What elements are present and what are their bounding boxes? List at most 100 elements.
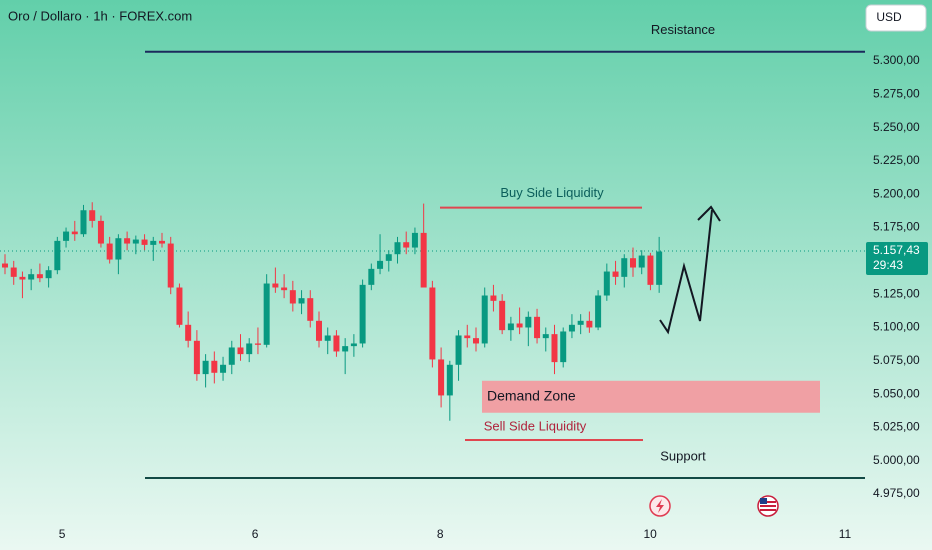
candle-body [656,251,663,285]
candle-body [525,316,532,328]
candle-body [54,240,61,271]
candle-body [176,287,183,325]
y-tick-label: 5.075,00 [873,353,920,367]
y-tick-label: 5.100,00 [873,320,920,334]
candle-body [220,364,227,373]
candle-body [167,243,174,288]
x-tick-label: 11 [839,527,852,541]
y-tick-label: 5.275,00 [873,86,920,100]
candle-body [211,360,218,373]
flag-icon[interactable] [757,495,779,517]
countdown-label: 29:43 [873,258,903,272]
level-label: Sell Side Liquidity [484,418,587,433]
candle-body [28,274,35,280]
candle-body [516,323,523,328]
candle-body [106,243,113,260]
candle-body [464,335,471,339]
y-tick-label: 5.200,00 [873,186,920,200]
candle-body [289,290,296,304]
candle-body [97,220,104,244]
candle-body [202,360,209,375]
candle-body [568,324,575,332]
candle-body [420,232,427,288]
candle-body [551,334,558,363]
y-tick-label: 5.050,00 [873,386,920,400]
candle-body [115,238,122,260]
candle-body [36,274,43,279]
level-label: Support [660,448,706,463]
y-tick-label: 5.225,00 [873,153,920,167]
candle-body [132,239,139,244]
y-tick-label: 5.250,00 [873,120,920,134]
candle-body [455,335,462,365]
candle-body [124,238,131,244]
candle-body [385,254,392,261]
zone-label: Demand Zone [487,387,576,403]
candle-body [1,263,8,268]
candle-body [141,239,148,245]
price-tag-label: 5.157,43 [873,243,920,257]
y-tick-label: 5.300,00 [873,53,920,67]
candle-body [586,320,593,328]
candle-body [507,323,514,331]
candle-body [272,283,279,288]
candle-body [377,260,384,269]
candle-body [446,364,453,396]
candle-body [411,232,418,248]
level-label: Resistance [651,22,715,37]
x-tick-label: 6 [252,527,259,541]
candle-body [629,258,636,268]
candle-body [298,298,305,304]
candle-body [638,255,645,268]
x-tick-label: 5 [59,527,66,541]
candle-body [63,231,70,241]
candle-body [342,346,349,352]
candle-body [429,287,436,360]
y-tick-label: 5.025,00 [873,420,920,434]
currency-button[interactable] [865,4,927,32]
candle-body [89,210,96,221]
candle-body [481,295,488,344]
candle-body [612,271,619,277]
candle-body [10,267,17,277]
x-tick-label: 8 [437,527,444,541]
chart-title: Oro / Dollaro · 1h · FOREX.com [8,8,192,23]
candle-body [71,231,78,235]
candle-body [150,240,157,245]
price-tag [866,241,928,275]
candle-body [281,287,288,291]
candle-body [80,210,87,235]
candle-body [315,320,322,341]
candle-body [542,334,549,339]
candle-body [472,338,479,344]
y-tick-label: 5.175,00 [873,220,920,234]
candle-body [499,300,506,331]
candle-body [350,343,357,347]
candle-body [254,343,261,345]
candle-body [359,284,366,344]
candle-body [228,347,235,365]
candle-body [185,324,192,341]
projection-arrowhead [697,205,721,222]
y-tick-label: 5.000,00 [873,453,920,467]
projection-path [659,209,713,335]
candle-body [595,295,602,328]
level-label: Buy Side Liquidity [500,185,604,200]
candle-body [368,268,375,285]
x-tick-label: 10 [643,527,657,541]
candle-body [603,271,610,296]
candle-body [237,347,244,355]
candle-body [324,335,331,341]
candle-body [158,240,165,244]
candle-body [45,270,52,279]
currency-label[interactable]: USD [876,10,902,24]
candle-body [560,331,567,363]
candle-body [19,276,26,280]
candle-body [263,283,270,345]
candle-body [438,359,445,396]
event-icon[interactable] [649,495,671,517]
candle-body [647,255,654,285]
candle-body [246,343,253,355]
